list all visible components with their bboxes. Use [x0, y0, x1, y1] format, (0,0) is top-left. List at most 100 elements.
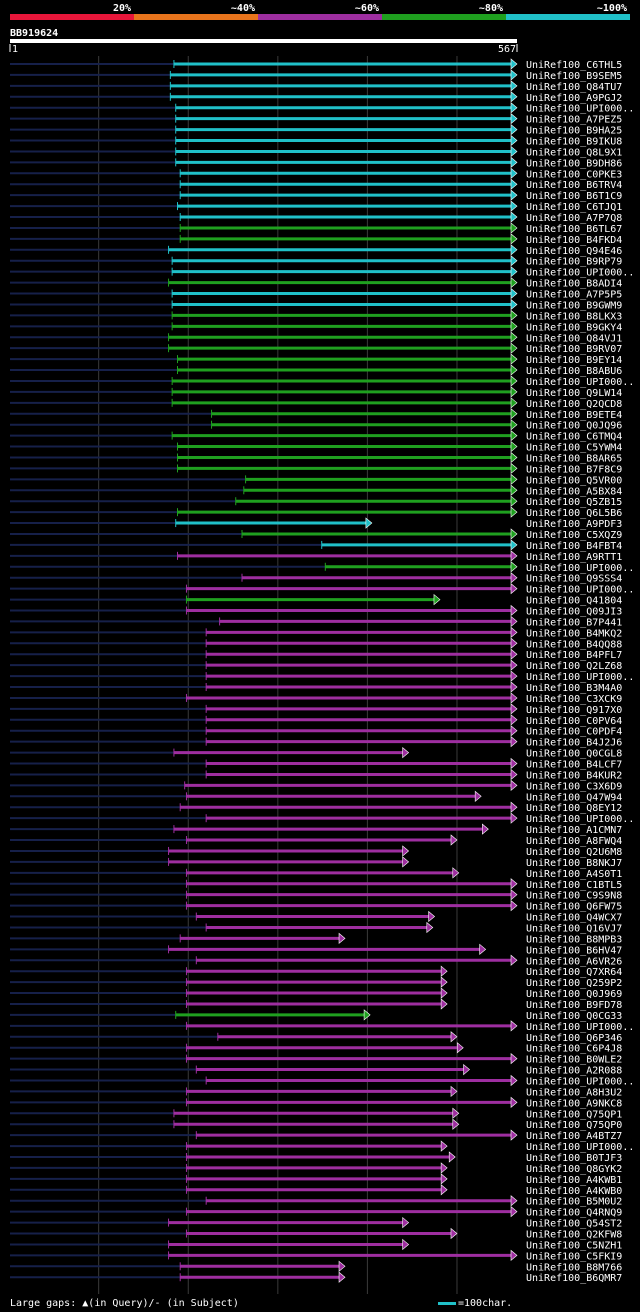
hit-row[interactable]: UniRef100_B4MKQ2: [10, 626, 622, 639]
hit-row[interactable]: UniRef100_B0TJF3: [10, 1151, 622, 1164]
hit-label[interactable]: UniRef100_B9DH86: [526, 158, 622, 169]
hit-label[interactable]: UniRef100_Q4RNQ9: [526, 1208, 622, 1219]
hit-label[interactable]: UniRef100_Q8L9X1: [526, 147, 622, 158]
hit-row[interactable]: UniRef100_C5XQZ9: [10, 528, 622, 541]
hit-row[interactable]: UniRef100_A6VR26: [10, 954, 622, 967]
hit-row[interactable]: UniRef100_A8FWQ4: [10, 834, 622, 847]
hit-row[interactable]: UniRef100_B0WLE2: [10, 1052, 622, 1066]
hit-label[interactable]: UniRef100_C5YWM4: [526, 443, 622, 454]
hit-row[interactable]: UniRef100_B6T1C9: [10, 189, 622, 202]
hit-label[interactable]: UniRef100_Q917X0: [526, 705, 622, 716]
hit-label[interactable]: UniRef100_C0PDF4: [526, 727, 622, 738]
hit-label[interactable]: UniRef100_A9PDF3: [526, 519, 622, 530]
hit-row[interactable]: UniRef100_B4PFL7: [10, 648, 622, 661]
hit-row[interactable]: UniRef100_UPI000..: [10, 1020, 634, 1033]
hit-label[interactable]: UniRef100_Q41804: [526, 596, 622, 607]
hit-row[interactable]: UniRef100_Q0J969: [10, 987, 622, 1000]
hit-label[interactable]: UniRef100_A9RTT1: [526, 552, 622, 563]
hit-row[interactable]: UniRef100_Q0CGL8: [10, 746, 622, 760]
hit-label[interactable]: UniRef100_B8ABU6: [526, 366, 622, 377]
hit-row[interactable]: UniRef100_B4FBT4: [10, 539, 622, 552]
hit-row[interactable]: UniRef100_B6TRV4: [10, 178, 622, 191]
hit-row[interactable]: UniRef100_B5M0U2: [10, 1195, 622, 1208]
hit-row[interactable]: UniRef100_B9IKU8: [10, 134, 622, 148]
hit-label[interactable]: UniRef100_Q47W94: [526, 792, 622, 803]
hit-row[interactable]: UniRef100_B8LKX3: [10, 309, 622, 322]
hit-row[interactable]: UniRef100_B4FKD4: [10, 233, 622, 246]
hit-row[interactable]: UniRef100_C6TMQ4: [10, 429, 622, 443]
hit-row[interactable]: UniRef100_Q8L9X1: [10, 145, 622, 158]
hit-row[interactable]: UniRef100_B8AR65: [10, 451, 622, 464]
hit-label[interactable]: UniRef100_A4BTZ7: [526, 1131, 622, 1142]
hit-row[interactable]: UniRef100_A7PEZ5: [10, 113, 622, 126]
hit-label[interactable]: UniRef100_Q4WCX7: [526, 913, 622, 924]
hit-label[interactable]: UniRef100_Q84VJ1: [526, 333, 622, 344]
hit-row[interactable]: UniRef100_B7P441: [10, 615, 622, 628]
hit-label[interactable]: UniRef100_B9RP79: [526, 257, 622, 268]
hit-label[interactable]: UniRef100_Q0JQ96: [526, 421, 622, 432]
hit-label[interactable]: UniRef100_Q6L5B6: [526, 508, 622, 519]
hit-label[interactable]: UniRef100_A8H3U2: [526, 1087, 622, 1098]
hit-label[interactable]: UniRef100_B9ETE4: [526, 410, 622, 421]
hit-label[interactable]: UniRef100_Q75QP1: [526, 1109, 622, 1120]
hit-row[interactable]: UniRef100_Q7XR64: [10, 965, 622, 978]
hit-label[interactable]: UniRef100_Q8GYK2: [526, 1164, 622, 1175]
hit-row[interactable]: UniRef100_B9FD78: [10, 998, 622, 1011]
hit-label[interactable]: UniRef100_A7P5P5: [526, 290, 622, 301]
hit-row[interactable]: UniRef100_B9ETE4: [10, 408, 622, 421]
hit-row[interactable]: UniRef100_A7P5P5: [10, 287, 622, 301]
hit-label[interactable]: UniRef100_Q259P2: [526, 978, 622, 989]
hit-row[interactable]: UniRef100_C3X6D9: [10, 779, 622, 792]
hit-row[interactable]: UniRef100_B4KUR2: [10, 768, 622, 781]
hit-label[interactable]: UniRef100_Q0CGL8: [526, 749, 622, 760]
hit-row[interactable]: UniRef100_Q2LZ68: [10, 659, 622, 672]
hit-label[interactable]: UniRef100_Q6P346: [526, 1033, 622, 1044]
hit-row[interactable]: UniRef100_A5BX84: [10, 484, 622, 497]
hit-label[interactable]: UniRef100_Q9SSS4: [526, 574, 622, 585]
hit-label[interactable]: UniRef100_B4LCF7: [526, 760, 622, 771]
hit-label[interactable]: UniRef100_Q2QCD8: [526, 399, 622, 410]
hit-row[interactable]: UniRef100_UPI000..: [10, 670, 634, 683]
hit-row[interactable]: UniRef100_Q0CG33: [10, 1009, 622, 1022]
hit-row[interactable]: UniRef100_A7P7Q8: [10, 211, 622, 224]
hit-label[interactable]: UniRef100_C6TMQ4: [526, 432, 622, 443]
hit-row[interactable]: UniRef100_C0PKE3: [10, 167, 622, 180]
hit-row[interactable]: UniRef100_Q8GYK2: [10, 1162, 622, 1175]
hit-label[interactable]: UniRef100_C1BTL5: [526, 880, 622, 891]
hit-row[interactable]: UniRef100_Q0JQ96: [10, 419, 622, 432]
hit-label[interactable]: UniRef100_B8LKX3: [526, 311, 622, 322]
hit-label[interactable]: UniRef100_Q5VR00: [526, 475, 622, 486]
hit-row[interactable]: UniRef100_B9RV07: [10, 342, 622, 355]
hit-row[interactable]: UniRef100_A9PDF3: [10, 517, 622, 530]
hit-label[interactable]: UniRef100_B4KUR2: [526, 770, 622, 781]
hit-label[interactable]: UniRef100_A8FWQ4: [526, 836, 622, 847]
hit-row[interactable]: UniRef100_UPI000..: [10, 375, 634, 388]
hit-row[interactable]: UniRef100_UPI000..: [10, 102, 634, 115]
hit-row[interactable]: UniRef100_B9HA25: [10, 123, 622, 137]
hit-label[interactable]: UniRef100_B6TRV4: [526, 180, 622, 191]
hit-label[interactable]: UniRef100_B4MKQ2: [526, 628, 622, 639]
hit-label[interactable]: UniRef100_C0PV64: [526, 716, 622, 727]
hit-row[interactable]: UniRef100_B8M766: [10, 1260, 622, 1273]
hit-label[interactable]: UniRef100_B3M4A0: [526, 683, 622, 694]
hit-row[interactable]: UniRef100_Q6P346: [10, 1031, 622, 1044]
hit-row[interactable]: UniRef100_B8ADI4: [10, 276, 622, 290]
hit-label[interactable]: UniRef100_UPI000..: [526, 377, 634, 388]
hit-row[interactable]: UniRef100_C6P4J8: [10, 1042, 622, 1055]
hit-label[interactable]: UniRef100_C5XQZ9: [526, 530, 622, 541]
hit-row[interactable]: UniRef100_B9RP79: [10, 255, 622, 268]
hit-row[interactable]: UniRef100_Q2U6M8: [10, 845, 622, 858]
hit-row[interactable]: UniRef100_Q2QCD8: [10, 397, 622, 410]
hit-row[interactable]: UniRef100_C1BTL5: [10, 878, 622, 891]
hit-row[interactable]: UniRef100_B9GKY4: [10, 320, 622, 333]
hit-label[interactable]: UniRef100_B9FD78: [526, 1000, 622, 1011]
hit-label[interactable]: UniRef100_UPI000..: [526, 585, 634, 596]
hit-row[interactable]: UniRef100_Q4RNQ9: [10, 1206, 622, 1219]
hit-row[interactable]: UniRef100_C6THL5: [10, 58, 622, 71]
hit-label[interactable]: UniRef100_B4QQ88: [526, 639, 622, 650]
hit-label[interactable]: UniRef100_UPI000..: [526, 672, 634, 683]
hit-label[interactable]: UniRef100_Q2KFW8: [526, 1230, 622, 1241]
hit-label[interactable]: UniRef100_Q84TU7: [526, 82, 622, 93]
hit-label[interactable]: UniRef100_B8NKJ7: [526, 858, 622, 869]
hit-row[interactable]: UniRef100_Q5ZB15: [10, 495, 622, 508]
